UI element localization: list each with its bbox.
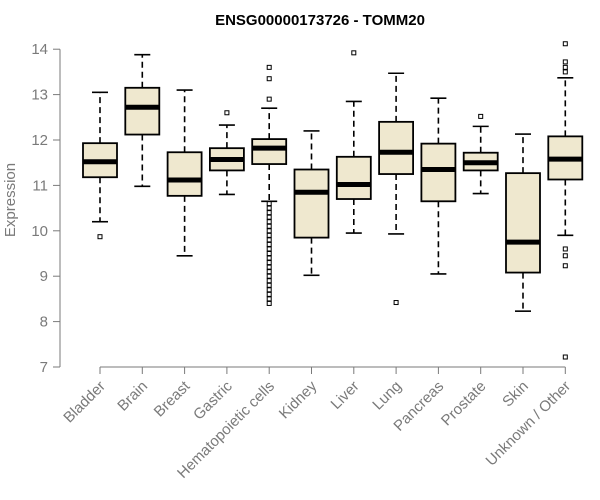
outlier-point <box>266 223 272 229</box>
y-tick-label: 14 <box>31 41 48 58</box>
box-iqr <box>378 120 415 175</box>
x-category-label: Bladder <box>60 378 109 427</box>
outlier-point <box>266 269 272 275</box>
outlier-point <box>266 237 272 243</box>
y-tick-label: 7 <box>40 359 48 376</box>
outlier-point <box>266 96 272 102</box>
outlier-point <box>266 255 272 261</box>
chart-title: ENSG00000173726 - TOMM20 <box>215 12 425 29</box>
y-axis: 7 8 9 10 11 12 13 14 <box>31 41 61 376</box>
box-iqr <box>124 86 161 136</box>
box-prostate <box>462 113 499 195</box>
box-series <box>82 41 584 360</box>
outlier-point <box>266 246 272 252</box>
outlier-point <box>266 201 272 207</box>
outlier-point <box>266 251 272 256</box>
outlier-point <box>266 241 272 247</box>
box-lung <box>378 72 415 306</box>
outlier-point <box>393 300 399 306</box>
y-tick-label: 9 <box>40 268 48 285</box>
y-tick-label: 13 <box>31 87 48 104</box>
outlier-point <box>266 228 272 234</box>
x-category-label: Lung <box>369 378 405 414</box>
box-iqr <box>166 151 203 197</box>
outlier-point <box>562 69 568 75</box>
outlier-point <box>266 273 272 279</box>
y-tick-label: 8 <box>40 314 48 331</box>
box-iqr <box>505 172 541 274</box>
outlier-point <box>266 300 272 306</box>
box-iqr <box>335 155 372 200</box>
x-category-label: Skin <box>499 378 532 411</box>
outlier-point <box>97 234 103 240</box>
box-bladder <box>82 91 118 240</box>
outlier-point <box>562 354 568 360</box>
outlier-point <box>266 296 272 302</box>
box-skin <box>505 133 541 312</box>
box-unknown-other <box>547 41 584 360</box>
outlier-point <box>351 50 357 56</box>
outlier-point <box>562 246 568 252</box>
outlier-point <box>266 260 272 266</box>
x-category-label: Kidney <box>276 377 321 422</box>
outlier-point <box>478 113 484 119</box>
outlier-point <box>266 210 272 216</box>
x-category-label: Liver <box>328 378 363 413</box>
box-liver <box>335 50 372 234</box>
outlier-point <box>266 264 272 270</box>
outlier-point <box>224 110 230 116</box>
outlier-point <box>266 76 272 82</box>
y-tick-label: 12 <box>31 132 48 149</box>
outlier-point <box>266 205 272 211</box>
outlier-point <box>266 64 272 70</box>
outlier-point <box>562 41 568 47</box>
box-brain <box>124 53 161 188</box>
y-tick-label: 10 <box>31 223 48 240</box>
outlier-point <box>562 59 568 65</box>
outlier-point <box>266 282 272 288</box>
x-category-label: Prostate <box>438 378 490 430</box>
x-category-label: Breast <box>151 377 194 420</box>
outlier-point <box>562 263 568 269</box>
outlier-point <box>266 278 272 284</box>
box-breast <box>166 89 203 257</box>
outlier-point <box>266 219 272 225</box>
box-iqr <box>251 138 288 165</box>
box-iqr <box>293 168 330 239</box>
outlier-point <box>266 232 272 238</box>
y-tick-label: 11 <box>32 177 48 194</box>
x-category-label: Brain <box>114 378 151 415</box>
y-axis-label: Expression <box>2 163 19 237</box>
box-iqr <box>420 142 457 203</box>
outlier-point <box>562 253 568 259</box>
outlier-point <box>562 64 568 70</box>
outlier-point <box>266 214 272 220</box>
box-kidney <box>293 130 330 277</box>
box-gastric <box>208 110 245 196</box>
outlier-point <box>266 287 272 293</box>
outlier-point <box>266 291 272 297</box>
box-pancreas <box>420 97 457 275</box>
box-hematopoietic-cells <box>251 64 288 306</box>
